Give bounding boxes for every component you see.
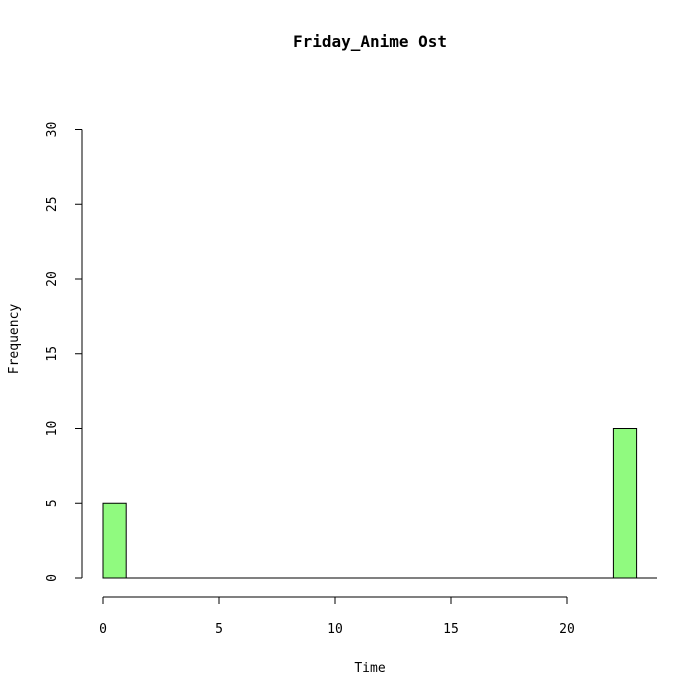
y-tick-label: 0	[45, 574, 60, 582]
y-axis: 0 5 10 15 20 25 30	[45, 122, 83, 582]
y-tick-label: 30	[45, 122, 60, 138]
histogram-bar-22	[612, 428, 638, 579]
x-tick-label: 15	[443, 622, 459, 637]
chart-title: Friday_Anime Ost	[293, 32, 447, 51]
y-tick-label: 10	[45, 421, 60, 437]
x-tick-label: 20	[559, 622, 575, 637]
y-axis-label: Frequency	[7, 304, 22, 375]
bars-group	[102, 428, 657, 579]
x-axis: 0 5 10 15 20	[99, 596, 575, 637]
histogram-bar-0	[102, 502, 127, 579]
y-tick-label: 20	[45, 271, 60, 287]
y-tick-label: 25	[45, 196, 60, 212]
x-tick-label: 10	[327, 622, 343, 637]
y-tick-label: 5	[45, 499, 60, 507]
y-tick-label: 15	[45, 346, 60, 362]
x-tick-label: 5	[215, 622, 223, 637]
x-axis-label: Time	[354, 661, 385, 676]
x-tick-label: 0	[99, 622, 107, 637]
